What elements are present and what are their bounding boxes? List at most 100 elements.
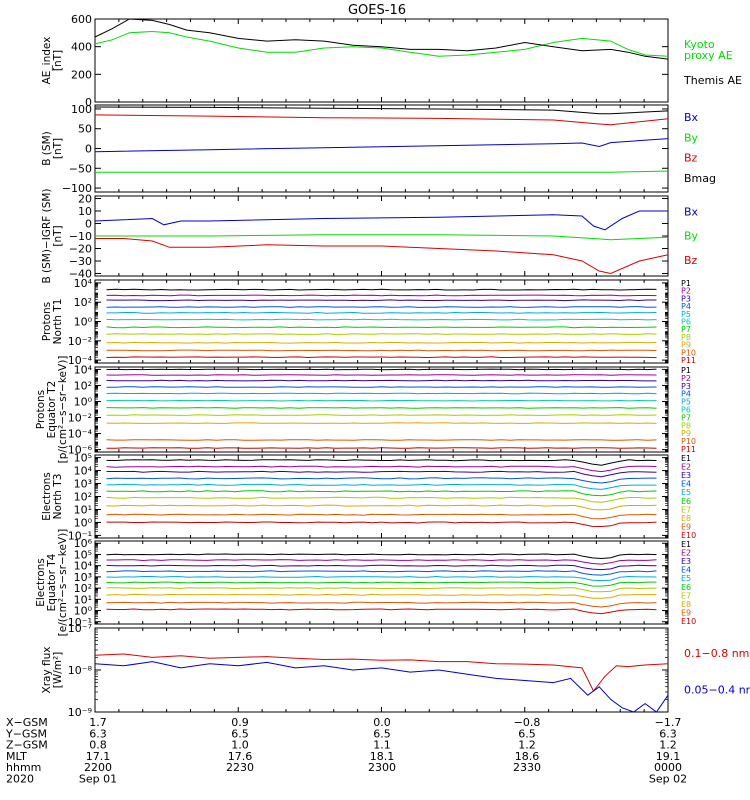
legend-label: P1 — [681, 366, 691, 375]
y-axis-label: [nT] — [52, 50, 64, 71]
panel-frame — [94, 366, 669, 453]
series-line-p2 — [106, 374, 657, 376]
legend-label: P4 — [681, 390, 691, 399]
legend-label: P8 — [681, 333, 691, 342]
x-row-label: hhmm — [6, 761, 41, 774]
y-axis-label: North T1 — [52, 299, 64, 345]
y-tick-label: 10⁻⁷ — [68, 622, 92, 635]
y-tick-label: 10⁰ — [74, 395, 93, 408]
series-line-e10 — [106, 521, 657, 528]
legend-label: E8 — [681, 514, 691, 523]
series-line-p1 — [106, 368, 657, 371]
y-tick-label: 10⁵ — [74, 452, 92, 465]
series-line-e3 — [106, 470, 657, 478]
legend-label: P3 — [681, 294, 691, 303]
panel-5: 10⁻⁶ 10⁻⁴ 10⁻² 10⁰ 10² 10⁴ Protons Equator T2 [p… — [35, 356, 696, 464]
legend-label: E3 — [681, 557, 691, 566]
series-line-bz — [94, 114, 669, 126]
y-tick-label: 10¹ — [74, 593, 92, 606]
y-tick-label: 10⁴ — [74, 277, 93, 290]
x-tick-value: 17.1 — [86, 750, 111, 763]
legend-label: P7 — [681, 413, 691, 422]
series-line-p4 — [106, 386, 657, 388]
x-tick-value: −0.8 — [514, 716, 541, 729]
x-tick-value: 6.3 — [89, 727, 107, 740]
legend-label: E10 — [681, 617, 696, 626]
y-tick-label: −10 — [69, 230, 92, 243]
legend-label: P5 — [681, 398, 691, 407]
legend-label: E6 — [681, 583, 691, 592]
y-tick-label: 10³ — [74, 478, 92, 491]
x-tick-value: 0.0 — [373, 716, 391, 729]
series-line-bmag — [94, 106, 669, 115]
y-tick-label: 10⁻⁴ — [68, 354, 93, 367]
panel-frame — [94, 627, 669, 713]
x-tick-value: 0000 — [654, 761, 682, 774]
legend-label: Bx — [684, 111, 699, 124]
y-tick-label: 10⁻¹ — [68, 616, 92, 629]
y-tick-label: 10 — [78, 205, 92, 218]
x-row-label: 2020 — [6, 773, 34, 786]
legend-label: P3 — [681, 382, 691, 391]
y-axis-label: B (SM)−IGRF (SM) — [41, 188, 53, 283]
legend-label: E3 — [681, 471, 691, 480]
x-tick-value: Sep 01 — [79, 773, 117, 786]
y-tick-label: 10⁵ — [74, 548, 92, 561]
series-line-e1 — [106, 553, 657, 560]
legend-label: E2 — [681, 463, 691, 472]
legend-label: P6 — [681, 406, 691, 415]
y-tick-label: −50 — [69, 162, 92, 175]
legend-label: P9 — [681, 341, 691, 350]
y-tick-label: 20 — [78, 193, 92, 206]
series-line-e3 — [106, 564, 657, 571]
y-tick-label: 10⁻⁹ — [68, 706, 92, 719]
series-line-e8 — [106, 504, 657, 511]
series-line-p8 — [106, 333, 657, 335]
y-axis-label: B (SM) — [41, 131, 53, 165]
y-tick-label: −40 — [69, 268, 92, 281]
legend-label: E7 — [681, 505, 691, 514]
x-tick-value: 6.5 — [518, 727, 536, 740]
x-row-label: Y−GSM — [5, 727, 47, 740]
y-tick-label: 0 — [85, 218, 92, 231]
x-tick-value: 0.8 — [89, 739, 107, 752]
y-axis-label: AE_index — [41, 37, 53, 85]
x-tick-value: 19.1 — [656, 750, 681, 763]
x-row-label: X−GSM — [6, 716, 48, 729]
series-line-e5 — [106, 575, 657, 582]
legend-label: P11 — [681, 445, 696, 454]
series-line-e9 — [106, 601, 657, 608]
series-line-p1 — [106, 288, 657, 291]
series-line-e6 — [106, 581, 657, 587]
panel-frame — [94, 454, 669, 539]
x-tick-value: 2200 — [84, 761, 112, 774]
legend-label: E5 — [681, 488, 691, 497]
legend-label: By — [684, 230, 699, 243]
y-tick-label: −20 — [69, 243, 92, 256]
series-line-p3 — [106, 299, 657, 302]
series-line-themis-ae — [94, 18, 669, 60]
x-tick-value: 2330 — [513, 761, 541, 774]
legend-label: E10 — [681, 531, 696, 540]
series-line-p6 — [106, 399, 657, 402]
legend-label: Bz — [684, 254, 698, 267]
y-tick-label: 50 — [78, 123, 92, 136]
legend-label: proxy AE — [684, 49, 733, 62]
x-tick-value: 2300 — [368, 761, 396, 774]
legend-label: 0.1−0.8 nm — [684, 647, 749, 660]
series-line-p5 — [106, 392, 657, 395]
x-tick-value: −1.7 — [655, 716, 682, 729]
legend-label: P4 — [681, 302, 691, 311]
series-line-p8 — [106, 414, 657, 416]
y-tick-label: 10⁴ — [74, 363, 93, 376]
series-line-p9 — [106, 341, 657, 344]
x-tick-value: 1.2 — [518, 739, 536, 752]
x-tick-value: 1.7 — [89, 716, 107, 729]
legend-label: E1 — [681, 540, 691, 549]
legend-label: P5 — [681, 310, 691, 319]
y-tick-label: 10⁻⁸ — [68, 664, 93, 677]
series-line-by — [95, 170, 669, 173]
legend-label: P8 — [681, 421, 691, 430]
